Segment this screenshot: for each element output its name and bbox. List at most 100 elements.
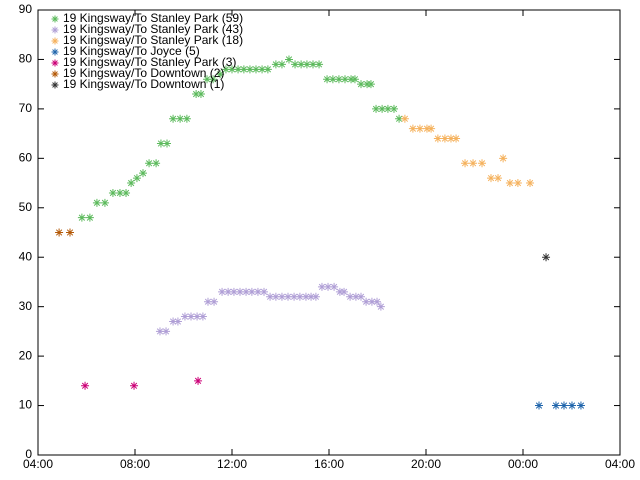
data-point — [284, 55, 293, 64]
x-tick-label: 16:00 — [314, 457, 344, 471]
data-point — [389, 104, 398, 113]
legend-marker — [51, 15, 59, 23]
data-point — [271, 292, 280, 301]
data-point — [324, 282, 333, 291]
data-point — [218, 287, 227, 296]
data-point — [505, 179, 514, 188]
legend-marker — [51, 48, 59, 56]
data-point — [229, 287, 238, 296]
data-point — [152, 159, 161, 168]
data-point — [187, 312, 196, 321]
data-point — [383, 104, 392, 113]
data-point — [196, 90, 205, 99]
data-point — [334, 75, 343, 84]
data-point — [55, 228, 64, 237]
data-point — [308, 60, 317, 69]
data-point — [395, 114, 404, 123]
data-point — [242, 287, 251, 296]
data-point — [567, 401, 576, 410]
data-point — [291, 60, 300, 69]
data-point — [376, 302, 385, 311]
data-point — [341, 75, 350, 84]
data-point — [422, 124, 431, 133]
data-point — [346, 292, 355, 301]
data-point — [469, 159, 478, 168]
data-point — [203, 75, 212, 84]
data-point — [162, 327, 171, 336]
data-point — [433, 134, 442, 143]
data-point — [163, 139, 172, 148]
data-point — [357, 80, 366, 89]
x-tick-label: 04:00 — [23, 457, 53, 471]
legend-marker — [51, 26, 59, 34]
data-point — [224, 287, 233, 296]
data-point — [253, 287, 262, 296]
y-tick-label: 60 — [19, 151, 33, 165]
data-point — [236, 287, 245, 296]
y-tick-label: 80 — [19, 52, 33, 66]
data-point — [351, 292, 360, 301]
data-point — [302, 60, 311, 69]
data-point — [340, 287, 349, 296]
data-point — [400, 114, 409, 123]
data-point — [132, 174, 141, 183]
data-point — [461, 159, 470, 168]
data-point — [372, 104, 381, 113]
legend-label: 19 Kingsway/To Joyce (5) — [63, 44, 200, 58]
data-point — [266, 292, 275, 301]
data-point — [182, 114, 191, 123]
data-point — [85, 213, 94, 222]
legend-label: 19 Kingsway/To Stanley Park (18) — [63, 33, 243, 47]
legend-label: 19 Kingsway/To Downtown (1) — [63, 77, 224, 91]
data-point — [176, 114, 185, 123]
data-point — [77, 213, 86, 222]
data-point — [81, 381, 90, 390]
data-point — [252, 65, 261, 74]
data-point — [209, 75, 218, 84]
data-point — [169, 114, 178, 123]
data-point — [130, 381, 139, 390]
data-point — [221, 65, 230, 74]
data-point — [559, 401, 568, 410]
y-tick-label: 40 — [19, 249, 33, 263]
legend-label: 19 Kingsway/To Stanley Park (59) — [63, 11, 243, 25]
data-point — [311, 292, 320, 301]
data-point — [452, 134, 461, 143]
data-point — [258, 65, 267, 74]
data-point — [271, 60, 280, 69]
data-point — [66, 228, 75, 237]
x-tick-label: 00:00 — [508, 457, 538, 471]
y-tick-label: 20 — [19, 348, 33, 362]
data-point — [260, 287, 269, 296]
legend-label: 19 Kingsway/To Downtown (2) — [63, 66, 224, 80]
data-point — [301, 292, 310, 301]
data-point — [378, 104, 387, 113]
y-tick-label: 50 — [19, 200, 33, 214]
data-point — [307, 292, 316, 301]
data-point — [194, 376, 203, 385]
data-point — [145, 159, 154, 168]
data-point — [328, 75, 337, 84]
data-point — [542, 253, 551, 262]
y-tick-label: 70 — [19, 101, 33, 115]
data-point — [415, 124, 424, 133]
data-point — [551, 401, 560, 410]
data-point — [335, 287, 344, 296]
data-point — [357, 292, 366, 301]
legend-marker — [51, 70, 59, 78]
y-tick-label: 10 — [19, 398, 33, 412]
data-point — [408, 124, 417, 133]
data-point — [180, 312, 189, 321]
data-point — [494, 174, 503, 183]
x-tick-label: 08:00 — [120, 457, 150, 471]
x-tick-label: 12:00 — [217, 457, 247, 471]
data-point — [203, 297, 212, 306]
data-point — [513, 179, 522, 188]
data-point — [234, 65, 243, 74]
data-point — [576, 401, 585, 410]
data-point — [323, 75, 332, 84]
data-point — [295, 292, 304, 301]
data-point — [127, 179, 136, 188]
data-point — [92, 198, 101, 207]
data-point — [317, 282, 326, 291]
